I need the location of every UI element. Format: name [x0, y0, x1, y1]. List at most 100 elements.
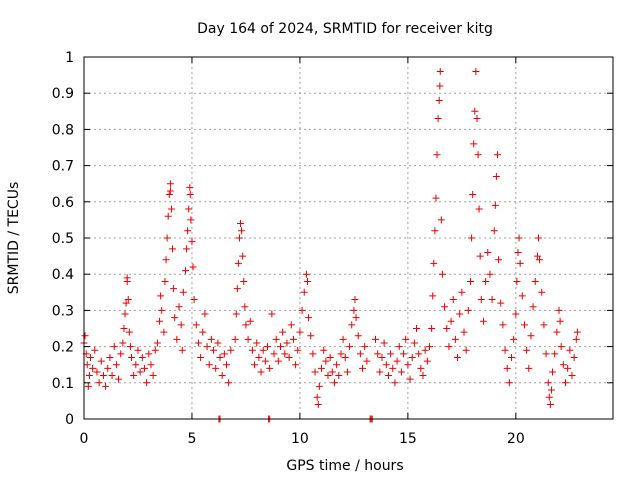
data-point: [86, 353, 94, 361]
data-point: [132, 361, 140, 369]
data-point: [559, 361, 567, 369]
data-point: [393, 357, 401, 365]
data-point: [121, 310, 129, 318]
data-point: [167, 205, 175, 213]
data-point: [361, 343, 369, 351]
data-point: [241, 303, 249, 311]
data-point: [477, 296, 485, 304]
data-point: [351, 296, 359, 304]
data-point: [166, 180, 174, 188]
data-point: [419, 372, 427, 380]
data-point: [225, 379, 233, 387]
data-point: [169, 245, 177, 253]
data-point: [192, 321, 200, 329]
data-point: [462, 346, 470, 354]
data-point: [516, 259, 524, 267]
data-point: [185, 205, 193, 213]
data-point: [251, 361, 259, 369]
data-point: [493, 151, 501, 159]
data-point: [201, 310, 209, 318]
data-point: [309, 350, 317, 358]
data-point: [171, 314, 179, 322]
data-point: [95, 379, 103, 387]
y-tick-label: 0.7: [52, 159, 74, 175]
data-point: [89, 364, 97, 372]
data-point: [160, 328, 168, 336]
data-point: [387, 350, 395, 358]
data-point: [151, 346, 159, 354]
data-point: [85, 372, 93, 380]
data-point: [163, 234, 171, 242]
data-point: [115, 375, 123, 383]
data-point: [237, 220, 245, 228]
data-point: [425, 343, 433, 351]
data-point: [244, 335, 252, 343]
x-tick-label: 0: [80, 431, 89, 447]
data-point: [333, 361, 341, 369]
data-point: [352, 314, 360, 322]
data-point: [538, 288, 546, 296]
data-point: [292, 361, 300, 369]
data-points: [80, 67, 581, 423]
data-point: [570, 353, 578, 361]
data-point: [438, 270, 446, 278]
data-point: [436, 67, 444, 75]
data-point: [443, 325, 451, 332]
data-point: [276, 343, 284, 351]
data-point: [561, 379, 569, 387]
data-point: [395, 343, 403, 351]
data-point: [110, 343, 118, 351]
data-point: [294, 346, 302, 354]
data-point: [428, 325, 436, 332]
data-point: [547, 386, 555, 394]
data-point: [341, 353, 349, 361]
data-point: [376, 368, 384, 376]
data-point: [248, 346, 256, 354]
data-point: [348, 321, 356, 329]
data-point: [161, 277, 169, 285]
data-point: [350, 306, 358, 314]
data-point: [190, 296, 198, 304]
data-point: [311, 368, 319, 376]
data-point: [382, 361, 390, 369]
data-point: [354, 332, 362, 340]
data-point: [233, 285, 241, 293]
data-point: [391, 379, 399, 387]
data-point: [435, 96, 443, 104]
data-point: [400, 350, 408, 358]
data-point: [406, 375, 414, 383]
y-tick-label: 0.3: [52, 303, 74, 319]
data-point: [314, 401, 322, 409]
data-point: [143, 379, 151, 387]
data-point: [460, 328, 468, 336]
data-point: [505, 379, 513, 387]
data-point: [413, 325, 421, 332]
data-point: [479, 317, 487, 325]
data-point: [140, 364, 148, 372]
data-point: [266, 364, 274, 372]
data-point: [186, 183, 194, 191]
data-point: [515, 234, 523, 242]
data-point: [194, 339, 202, 347]
data-point: [234, 259, 242, 267]
data-point: [322, 357, 330, 365]
y-tick-label: 0.1: [52, 376, 74, 392]
data-point: [492, 172, 500, 180]
data-point: [214, 339, 222, 347]
data-point: [421, 346, 429, 354]
data-point: [540, 321, 548, 329]
data-point: [545, 393, 553, 401]
data-point: [162, 256, 170, 264]
data-point: [535, 234, 543, 242]
data-point: [153, 339, 161, 347]
data-point: [272, 335, 280, 343]
data-point: [207, 335, 215, 343]
data-point: [134, 346, 142, 354]
data-point: [177, 321, 185, 329]
y-tick-label: 0: [65, 412, 74, 428]
data-point: [259, 346, 267, 354]
data-point: [512, 310, 520, 318]
data-point: [456, 310, 464, 318]
data-point: [81, 332, 89, 340]
plot-frame: [83, 56, 614, 420]
